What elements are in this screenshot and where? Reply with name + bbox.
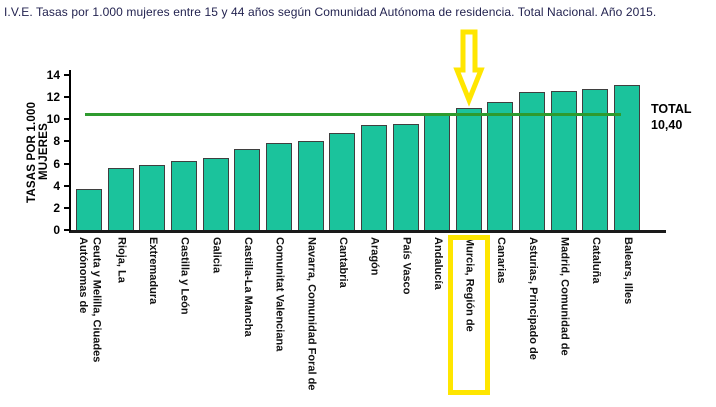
y-tick-label: 0 [53, 223, 60, 237]
bar-8 [329, 132, 356, 230]
x-axis-label-text: Canarias [495, 237, 508, 284]
bar-11 [424, 113, 451, 230]
highlight-arrow-icon [453, 29, 485, 107]
x-axis-label-text: Cataluña [590, 237, 603, 284]
x-axis-label-10: País Vasco [390, 237, 422, 407]
bar-9 [360, 124, 387, 230]
bar-16 [582, 89, 609, 230]
x-axis-label-text: Ceuta y Melilla, Ciuades Autónomas de [77, 237, 103, 363]
x-axis-label-text: Rioja, La [115, 237, 128, 283]
x-axis-label-5: Castilla-La Mancha [231, 237, 263, 407]
x-axis-label-text: País Vasco [400, 237, 413, 295]
x-axis-label-text: Aragón [368, 237, 381, 276]
bar-4 [202, 158, 229, 230]
x-axis-label-text: Balears, Illes [621, 237, 634, 305]
y-tick-label: 4 [53, 178, 60, 193]
national-total-line [85, 113, 621, 117]
x-axis-label-text: Madrid, Comunidad de [558, 237, 571, 356]
x-axis-label-0: Ceuta y Melilla, Ciuades Autónomas de [73, 237, 105, 407]
total-label-text: TOTAL [651, 102, 692, 116]
x-axis-label-2: Extremadura [137, 237, 169, 407]
y-tick-label: 2 [53, 200, 60, 215]
y-tick-mark [64, 96, 71, 99]
bar-15 [550, 90, 577, 230]
bar-10 [392, 123, 419, 230]
y-tick-label: 14 [46, 68, 60, 82]
total-label: TOTAL 10,40 [651, 101, 692, 133]
x-axis-label-text: Galicia [210, 237, 223, 274]
y-tick-mark [64, 118, 71, 121]
x-axis-label-3: Castilla y León [168, 237, 200, 407]
bar-3 [170, 161, 197, 230]
bar-1 [107, 168, 134, 230]
x-axis-label-14: Asturias, Principado de [516, 237, 548, 407]
x-axis-label-text: Castilla y León [178, 237, 191, 315]
y-tick-mark [64, 206, 71, 209]
bar-14 [519, 91, 546, 230]
bar-0 [76, 189, 102, 230]
x-axis-label-15: Madrid, Comunidad de [548, 237, 580, 407]
y-tick-mark [64, 140, 71, 143]
x-axis-label-13: Canarias [485, 237, 517, 407]
x-axis-label-17: Balears, Illes [611, 237, 643, 407]
bar-6 [265, 142, 292, 230]
x-axis-label-text: Andalucía [431, 237, 444, 290]
x-axis-label-16: Cataluña [580, 237, 612, 407]
chart-title: I.V.E. Tasas por 1.000 mujeres entre 15 … [4, 5, 657, 19]
x-axis-label-6: Comunitat Valenciana [263, 237, 295, 407]
x-axis-label-7: Navarra, Comunidad Foral de [295, 237, 327, 407]
bar-5 [234, 149, 261, 230]
y-tick-label: 12 [46, 90, 60, 105]
total-value-text: 10,40 [651, 118, 683, 132]
bar-17 [614, 84, 641, 230]
y-tick-mark [64, 229, 71, 231]
x-axis-label-text: Comunitat Valenciana [273, 237, 286, 352]
y-tick-mark [64, 184, 71, 187]
bar-13 [487, 101, 514, 230]
y-tick-label: 6 [53, 156, 60, 171]
x-axis-label-1: Rioja, La [105, 237, 137, 407]
x-axis-label-12: Murcia, Región de [453, 237, 485, 407]
bar-12 [455, 108, 482, 230]
x-axis-label-text: Asturias, Principado de [526, 237, 539, 360]
x-axis-label-9: Aragón [358, 237, 390, 407]
x-axis-labels: Ceuta y Melilla, Ciuades Autónomas de Rio… [69, 235, 666, 407]
bar-7 [297, 141, 324, 230]
x-axis-label-11: Andalucía [421, 237, 453, 407]
bar-2 [139, 164, 166, 230]
highlight-label-box [448, 235, 490, 395]
plot-area: 0 2 4 6 8 10 12 14 [47, 68, 666, 237]
x-axis-label-4: Galicia [200, 237, 232, 407]
x-axis-label-8: Cantabria [326, 237, 358, 407]
x-axis-label-text: Cantabria [336, 237, 349, 288]
x-axis-label-text: Castilla-La Mancha [242, 237, 254, 337]
y-tick-label: 8 [53, 134, 60, 149]
y-tick-mark [64, 162, 71, 165]
y-tick-label: 10 [46, 112, 60, 127]
x-axis-label-text: Murcia, Región de [463, 237, 476, 332]
x-axis-label-text: Navarra, Comunidad Foral de [305, 237, 318, 391]
y-tick-mark [64, 74, 71, 76]
x-axis-label-text: Extremadura [147, 237, 160, 305]
